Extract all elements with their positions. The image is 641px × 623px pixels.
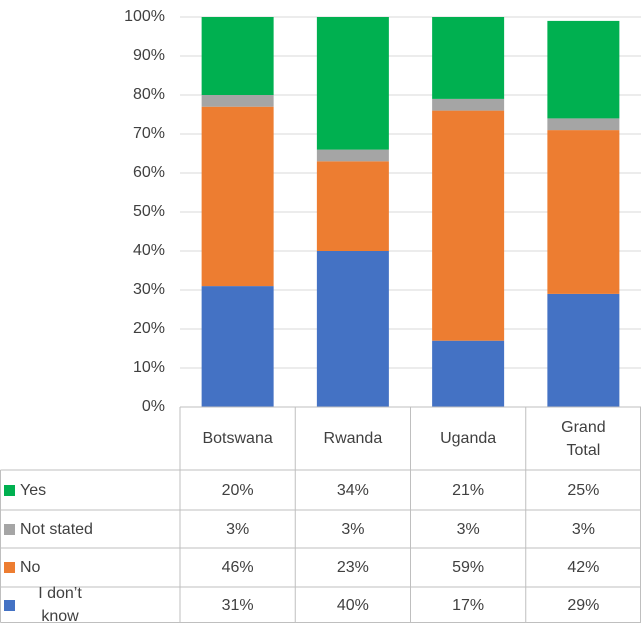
bar-segment bbox=[316, 161, 389, 251]
y-tick-label: 80% bbox=[133, 86, 165, 103]
legend-label-text: Yes bbox=[20, 481, 47, 499]
y-tick-label: 50% bbox=[133, 203, 165, 220]
legend-label: No bbox=[0, 548, 180, 587]
data-label: 40% bbox=[295, 587, 410, 623]
legend-label-text: Not stated bbox=[20, 520, 93, 538]
category-label: Uganda bbox=[411, 407, 526, 470]
y-tick-label: 90% bbox=[133, 47, 165, 64]
data-label-text: 59% bbox=[452, 559, 485, 576]
legend-label: I don’t know bbox=[0, 585, 180, 623]
legend-label: Not stated bbox=[0, 510, 180, 548]
y-tick-label: 10% bbox=[133, 359, 165, 376]
data-label: 3% bbox=[411, 510, 526, 548]
data-label: 46% bbox=[180, 548, 295, 587]
data-label: 3% bbox=[295, 510, 410, 548]
data-label-text: 3% bbox=[226, 520, 250, 538]
bar-segment bbox=[201, 106, 274, 287]
data-label-text: 29% bbox=[567, 596, 600, 614]
data-label: 34% bbox=[295, 470, 410, 510]
y-tick-label: 60% bbox=[133, 164, 165, 181]
bar-segment bbox=[201, 286, 274, 407]
data-label: 25% bbox=[526, 470, 641, 510]
data-label: 29% bbox=[526, 587, 641, 623]
bar-segment bbox=[547, 20, 620, 119]
data-label-text: 20% bbox=[221, 481, 254, 499]
data-label-text: 46% bbox=[221, 559, 254, 576]
legend-label-text: No bbox=[20, 559, 41, 576]
y-tick-label: 0% bbox=[142, 398, 165, 415]
legend-swatch bbox=[4, 523, 15, 535]
data-label-text: 21% bbox=[452, 481, 485, 499]
bar-segment bbox=[432, 110, 505, 341]
data-label: 59% bbox=[411, 548, 526, 587]
data-label: 31% bbox=[180, 587, 295, 623]
y-tick-label: 20% bbox=[133, 320, 165, 337]
data-label-text: 34% bbox=[336, 481, 369, 499]
data-label-text: 3% bbox=[456, 520, 480, 538]
data-label-text: 25% bbox=[567, 481, 600, 499]
y-tick-label: 40% bbox=[133, 242, 165, 259]
data-label: 3% bbox=[526, 510, 641, 548]
bar-segment bbox=[432, 17, 505, 99]
legend-label: Yes bbox=[0, 470, 180, 510]
data-label: 21% bbox=[411, 470, 526, 510]
bar-segment bbox=[316, 149, 389, 162]
category-label-text: Uganda bbox=[440, 430, 497, 447]
category-label: Grand Total bbox=[526, 407, 641, 470]
category-label-text: Grand Total bbox=[561, 418, 606, 459]
y-tick-label: 100% bbox=[124, 8, 165, 25]
bar-segment bbox=[547, 118, 620, 131]
bar-segment bbox=[547, 130, 620, 294]
data-label-text: 23% bbox=[336, 559, 369, 576]
data-label-text: 3% bbox=[341, 520, 365, 538]
bar-segment bbox=[432, 98, 505, 111]
data-label-text: 40% bbox=[336, 596, 369, 614]
legend-swatch bbox=[4, 484, 15, 496]
data-label: 17% bbox=[411, 587, 526, 623]
legend-label-text: I don’t know bbox=[38, 585, 82, 623]
data-label: 3% bbox=[180, 510, 295, 548]
data-label-text: 17% bbox=[452, 596, 485, 614]
data-label-text: 31% bbox=[221, 596, 254, 614]
category-label-text: Botswana bbox=[202, 430, 273, 447]
category-label: Rwanda bbox=[295, 407, 410, 470]
y-tick-label: 30% bbox=[133, 281, 165, 298]
category-label: Botswana bbox=[180, 407, 295, 470]
bar-segment bbox=[201, 17, 274, 95]
y-tick-label: 70% bbox=[133, 125, 165, 142]
data-label-text: 42% bbox=[567, 559, 600, 576]
bar-segment bbox=[547, 293, 620, 407]
data-label: 23% bbox=[295, 548, 410, 587]
legend-swatch bbox=[4, 562, 15, 573]
legend-swatch bbox=[4, 599, 15, 611]
bar-segment bbox=[432, 340, 505, 407]
data-label: 42% bbox=[526, 548, 641, 587]
bar-segment bbox=[316, 251, 389, 407]
bar-segment bbox=[316, 17, 389, 150]
data-label: 20% bbox=[180, 470, 295, 510]
bar-segment bbox=[201, 95, 274, 107]
category-label-text: Rwanda bbox=[323, 430, 383, 447]
data-label-text: 3% bbox=[571, 520, 595, 538]
